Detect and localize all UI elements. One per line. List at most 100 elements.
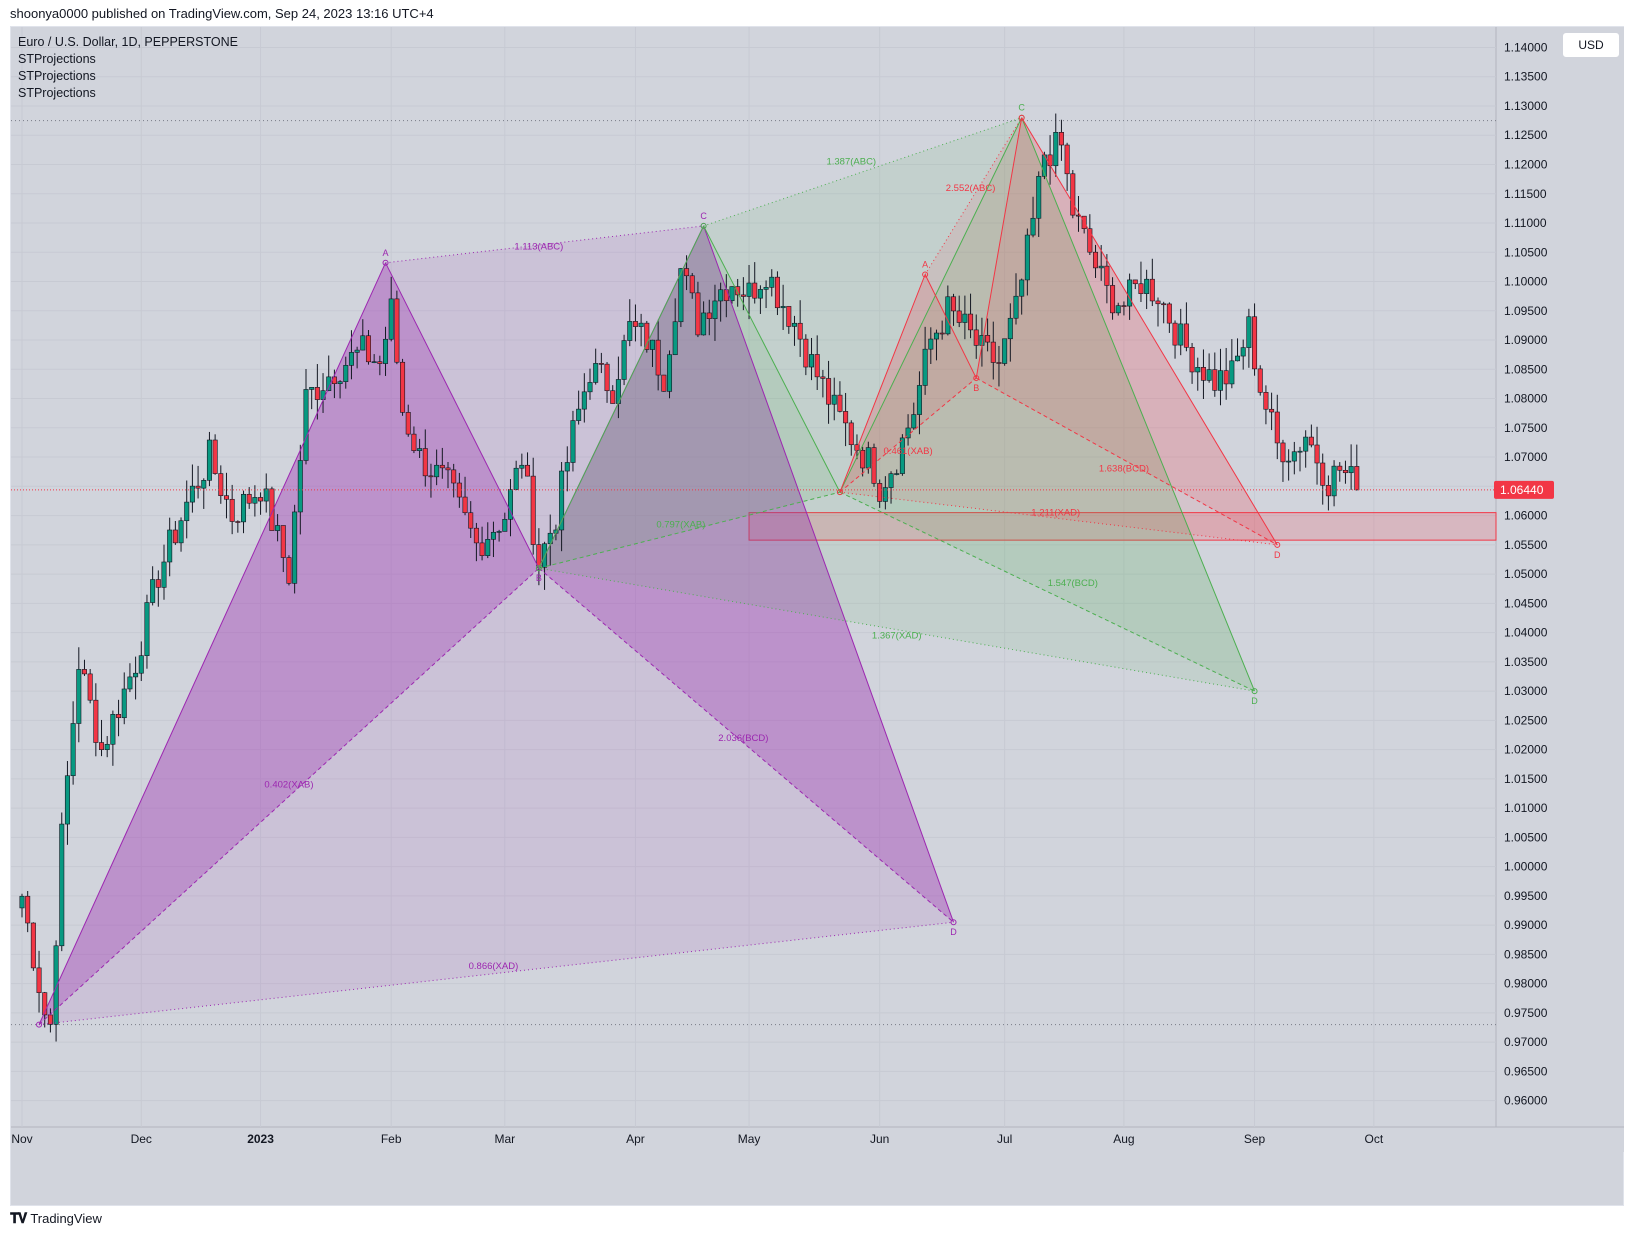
candle-body[interactable] [1138, 283, 1144, 294]
candle-body[interactable] [178, 520, 184, 544]
candle-body[interactable] [155, 579, 161, 588]
time-axis[interactable] [11, 1127, 1624, 1152]
candle-body[interactable] [877, 483, 883, 502]
candle-body[interactable] [468, 512, 474, 529]
candle-body[interactable] [667, 354, 673, 392]
candle-body[interactable] [36, 967, 42, 993]
candle-body[interactable] [42, 992, 48, 1016]
candle-body[interactable] [1178, 323, 1184, 346]
candle-body[interactable] [1087, 228, 1093, 253]
candle-body[interactable] [814, 354, 820, 378]
candle-body[interactable] [388, 298, 394, 340]
candle-body[interactable] [632, 321, 638, 327]
candle-body[interactable] [1121, 305, 1127, 307]
pattern-leg-cd[interactable] [1021, 117, 1256, 692]
candle-body[interactable] [59, 823, 65, 947]
candle-body[interactable] [848, 422, 854, 446]
candle-body[interactable] [167, 529, 173, 563]
candle-body[interactable] [496, 531, 502, 533]
candle-body[interactable] [144, 602, 150, 656]
candle-body[interactable] [400, 361, 406, 413]
candle-body[interactable] [428, 475, 434, 478]
candle-body[interactable] [962, 313, 968, 323]
candle-body[interactable] [968, 313, 974, 331]
candle-body[interactable] [689, 275, 695, 294]
candle-body[interactable] [172, 529, 178, 544]
pattern-point-marker[interactable] [36, 1021, 43, 1028]
candle-body[interactable] [1002, 338, 1008, 364]
candle-body[interactable] [1053, 132, 1059, 167]
candle-body[interactable] [843, 411, 849, 424]
candle-body[interactable] [1280, 442, 1286, 463]
candle-body[interactable] [695, 292, 701, 336]
candle-body[interactable] [1229, 360, 1235, 385]
candle-body[interactable] [47, 1014, 53, 1025]
pattern-leg-cd[interactable] [703, 225, 954, 923]
candle-body[interactable] [837, 394, 843, 412]
candle-body[interactable] [1274, 411, 1280, 444]
candle-body[interactable] [1337, 465, 1343, 471]
candle-body[interactable] [383, 338, 389, 364]
candle-body[interactable] [1195, 367, 1201, 373]
candle-body[interactable] [1127, 279, 1133, 307]
candle-body[interactable] [786, 306, 792, 327]
candle-body[interactable] [519, 464, 525, 469]
candle-body[interactable] [116, 714, 122, 719]
candle-body[interactable] [644, 322, 650, 350]
candle-body[interactable] [337, 381, 343, 384]
candle-body[interactable] [627, 321, 633, 341]
candle-body[interactable] [405, 412, 411, 435]
candle-body[interactable] [820, 376, 826, 379]
candle-body[interactable] [757, 289, 763, 299]
candle-body[interactable] [598, 363, 604, 365]
candle-body[interactable] [576, 408, 582, 421]
candle-body[interactable] [297, 460, 303, 513]
candle-body[interactable] [365, 335, 371, 363]
candle-body[interactable] [1024, 234, 1030, 281]
candle-body[interactable] [1348, 466, 1354, 474]
candle-body[interactable] [928, 338, 934, 350]
candle-body[interactable] [831, 394, 837, 405]
pattern-point-marker[interactable] [535, 565, 542, 572]
candle-body[interactable] [672, 321, 678, 356]
candle-body[interactable] [434, 464, 440, 478]
candle-body[interactable] [1217, 370, 1223, 391]
candle-body[interactable] [462, 496, 468, 514]
candle-body[interactable] [1297, 450, 1303, 453]
candle-body[interactable] [1070, 173, 1076, 216]
candle-body[interactable] [587, 382, 593, 393]
candle-body[interactable] [314, 387, 320, 400]
candle-body[interactable] [275, 525, 281, 531]
candle-body[interactable] [1058, 132, 1064, 146]
candle-body[interactable] [945, 296, 951, 335]
pattern-point-marker[interactable] [700, 222, 707, 229]
indicator-label[interactable]: STProjections [18, 69, 96, 83]
candle-body[interactable] [973, 329, 979, 346]
candle-body[interactable] [485, 539, 491, 556]
candle-body[interactable] [791, 322, 797, 327]
candle-body[interactable] [985, 335, 991, 343]
candle-body[interactable] [718, 289, 724, 302]
candle-body[interactable] [911, 414, 917, 429]
pattern-point-marker[interactable] [1018, 114, 1025, 121]
candle-body[interactable] [161, 561, 167, 588]
pattern-diag-xb[interactable] [38, 567, 540, 1025]
candle-body[interactable] [894, 473, 900, 475]
pattern-leg-cd[interactable] [1021, 117, 1278, 546]
candle-body[interactable] [780, 306, 786, 309]
candle-body[interactable] [1098, 265, 1104, 269]
candle-body[interactable] [826, 378, 832, 405]
candle-body[interactable] [195, 485, 201, 489]
candle-body[interactable] [25, 895, 31, 924]
candle-body[interactable] [1354, 466, 1360, 491]
candle-body[interactable] [701, 312, 707, 336]
candle-body[interactable] [1183, 323, 1189, 348]
indicator-label[interactable]: STProjections [18, 52, 96, 66]
candle-body[interactable] [530, 475, 536, 545]
candle-body[interactable] [888, 473, 894, 488]
candle-body[interactable] [1110, 285, 1116, 314]
pattern-leg-ab[interactable] [385, 262, 540, 569]
candle-body[interactable] [252, 497, 258, 504]
pattern-diag-xb[interactable] [839, 377, 977, 493]
pattern-point-marker[interactable] [950, 919, 957, 926]
